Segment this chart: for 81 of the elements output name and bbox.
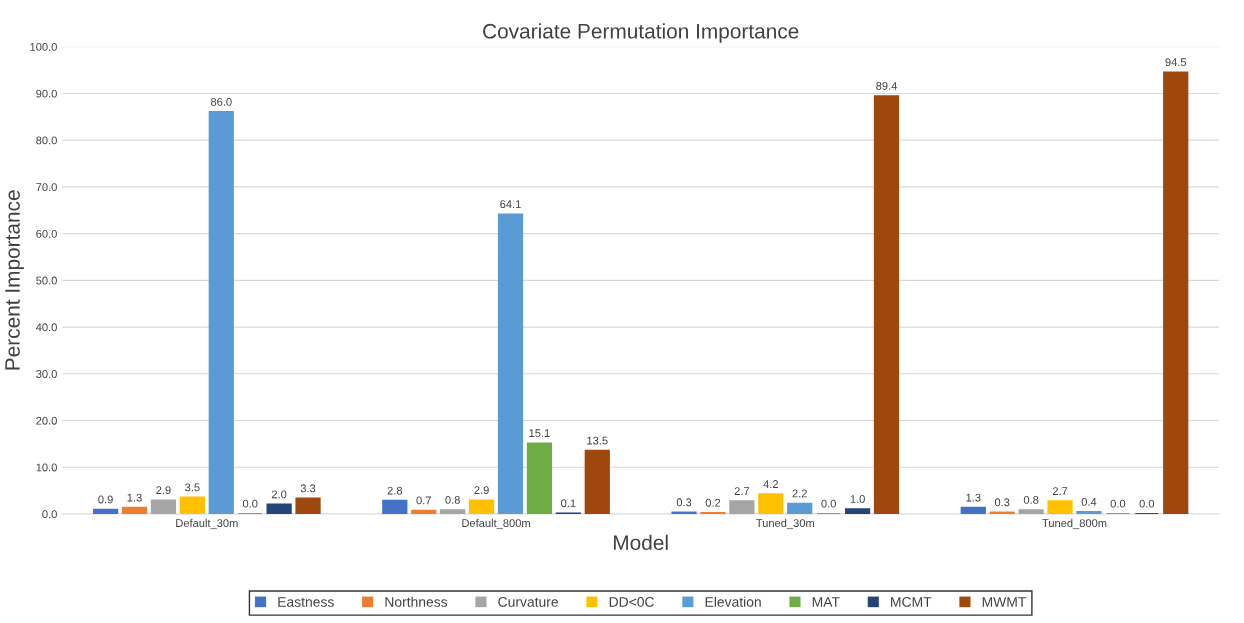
y-tick-label: 90.0 <box>36 89 57 98</box>
data-label: 2.7 <box>1052 487 1068 495</box>
bar <box>92 508 119 514</box>
data-label: 13.5 <box>587 436 608 445</box>
data-label: 0.8 <box>1023 496 1039 504</box>
data-label: 0.3 <box>994 498 1010 507</box>
y-tick-label: 30.0 <box>36 370 57 378</box>
bar <box>208 111 234 514</box>
legend-label: Curvature <box>498 597 558 607</box>
data-label: 2.7 <box>734 487 750 495</box>
bar <box>873 95 900 514</box>
bar <box>1018 509 1044 514</box>
y-tick-label: 50.0 <box>36 276 57 285</box>
bar <box>960 506 986 514</box>
legend-label: MCMT <box>891 597 932 607</box>
data-label: 4.2 <box>763 480 778 488</box>
data-label: 0.0 <box>1139 499 1155 508</box>
data-label: 1.3 <box>966 493 981 502</box>
bar <box>844 508 871 514</box>
y-axis-title: Percent Importance <box>5 190 24 370</box>
data-label: 3.5 <box>185 483 200 492</box>
data-label: 1.0 <box>850 495 865 503</box>
data-label: 2.2 <box>792 489 807 498</box>
legend-label: DD<0C <box>609 597 654 607</box>
bar <box>440 509 466 514</box>
data-label: 0.7 <box>416 496 431 505</box>
data-label: 0.8 <box>445 496 460 504</box>
data-label: 2.9 <box>474 486 489 495</box>
data-label: 3.3 <box>300 484 316 493</box>
data-label: 0.0 <box>1110 499 1126 508</box>
bar <box>729 500 755 514</box>
data-label: 0.4 <box>1081 497 1097 506</box>
bar <box>382 499 408 514</box>
x-tick-label: Default_30m <box>176 518 238 530</box>
y-tick-label: 10.0 <box>36 463 57 472</box>
data-label: 1.3 <box>127 493 142 502</box>
bar <box>150 499 177 514</box>
y-tick-label: 70.0 <box>36 183 57 192</box>
bar <box>121 506 148 514</box>
x-tick-label: Tuned_30m <box>756 518 814 530</box>
bar <box>758 493 784 514</box>
data-label: 0.3 <box>676 498 692 507</box>
bar <box>411 509 437 514</box>
legend-label: MAT <box>812 597 840 607</box>
bar <box>584 449 610 514</box>
legend-label: Eastness <box>278 597 334 607</box>
data-label: 94.5 <box>1165 58 1187 67</box>
x-tick-label: Tuned_800m <box>1042 518 1107 530</box>
bar <box>179 496 205 514</box>
bar <box>497 213 524 514</box>
y-tick-label: 40.0 <box>35 323 57 332</box>
y-tick-label: 0.0 <box>42 510 57 519</box>
data-label: 2.8 <box>387 486 403 495</box>
data-label: 89.4 <box>876 82 897 90</box>
data-label: 0.1 <box>561 499 576 508</box>
data-label: 64.1 <box>500 200 521 209</box>
x-tick-label: Default_800m <box>462 518 530 530</box>
data-label: 15.1 <box>529 429 550 438</box>
y-tick-label: 100.0 <box>30 42 57 51</box>
bar <box>266 503 292 514</box>
x-axis-title: Model <box>614 534 668 551</box>
data-label: 0.0 <box>821 499 836 508</box>
y-tick-label: 20.0 <box>36 416 57 425</box>
y-tick-label: 80.0 <box>36 136 57 145</box>
data-label: 0.2 <box>705 498 721 507</box>
bar <box>787 502 813 514</box>
data-label: 2.0 <box>271 490 287 499</box>
bar <box>1047 500 1073 514</box>
bar <box>468 499 495 514</box>
y-tick-label: 60.0 <box>36 229 57 238</box>
legend-label: Elevation <box>705 596 761 607</box>
legend-label: Northness <box>385 596 448 607</box>
legend-label: MWMT <box>982 597 1027 607</box>
chart-title: Covariate Permutation Importance <box>483 23 799 43</box>
data-label: 86.0 <box>210 97 232 106</box>
bar <box>295 497 321 514</box>
data-label: 0.9 <box>98 495 113 504</box>
data-label: 2.9 <box>156 486 171 495</box>
bar <box>526 442 553 514</box>
bar <box>1163 71 1189 514</box>
data-label: 0.0 <box>242 499 258 508</box>
